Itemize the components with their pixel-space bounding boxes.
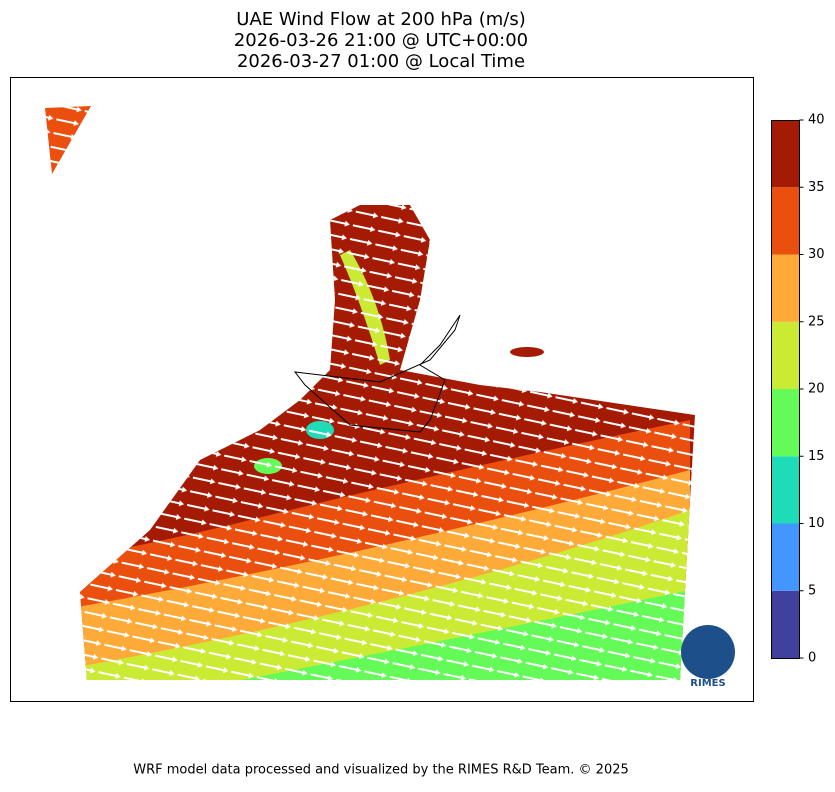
colorbar-bin [771,456,800,524]
footer: WRF model data processed and visualized … [133,763,629,778]
title-line: 2026-03-26 21:00 @ UTC+00:00 [234,30,528,51]
colorbar-tick-label: 15 [808,449,825,464]
country-border [293,314,461,433]
colorbar-bin [771,321,800,389]
logo: RIMES [681,625,735,689]
title-line: UAE Wind Flow at 200 hPa (m/s) [236,9,525,30]
wind-arrows [80,205,695,680]
colorbar-tick-label: 30 [808,247,825,262]
title-block: UAE Wind Flow at 200 hPa (m/s)2026-03-26… [234,9,528,72]
wind-patch [510,347,544,357]
colorbar: 0 5 10 15 20 25 30 35 40 [771,113,825,666]
colorbar-bin [771,187,800,255]
logo-text: RIMES [690,678,725,689]
map-frame [10,77,754,702]
colorbar-frame [771,120,800,659]
colorbar-bin [771,254,800,322]
logo-badge [681,625,735,679]
colorbar-bin [771,590,800,658]
wind-arrows [45,106,91,174]
colorbar-tick-label: 20 [808,382,825,397]
colorbar-bin [771,523,800,591]
colorbar-tick-label: 5 [808,583,816,598]
colorbar-tick-label: 25 [808,314,825,329]
title-line: 2026-03-27 01:00 @ Local Time [237,51,525,72]
colorbar-tick-label: 40 [808,113,825,128]
colorbar-bin [771,120,800,188]
colorbar-bin [771,389,800,457]
colorbar-tick-label: 35 [808,180,825,195]
wind-field [80,205,695,680]
colorbar-tick-label: 10 [808,516,825,531]
colorbar-tick-label: 0 [808,651,816,666]
